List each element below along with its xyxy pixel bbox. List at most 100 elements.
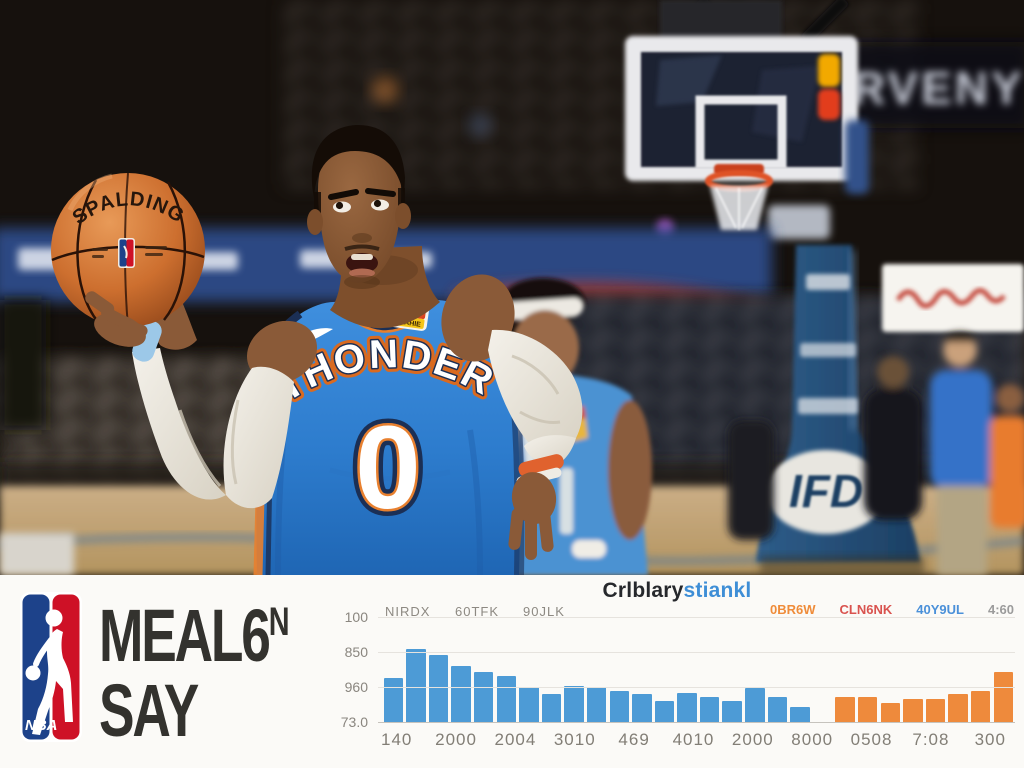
x-axis-label: 4010 <box>672 730 715 749</box>
basketball: SPALDING <box>51 172 205 328</box>
arena-banner-text: RVENY <box>852 62 1024 114</box>
bar-slot <box>879 617 902 722</box>
bar <box>473 671 494 722</box>
x-axis-label: 2004 <box>494 730 537 749</box>
bar-slot <box>382 617 405 722</box>
bar <box>790 707 810 722</box>
arena-wall-banner: RVENY <box>838 42 1024 128</box>
bar <box>632 693 652 722</box>
chart-plot <box>378 617 1015 723</box>
chart-title-dark: Crlblary <box>602 579 684 602</box>
bar-slot <box>924 617 947 722</box>
y-axis-label: 73.0 <box>340 714 368 730</box>
bar <box>880 703 901 722</box>
bar <box>654 701 675 722</box>
bar <box>496 675 516 722</box>
bar <box>451 666 471 722</box>
bar <box>383 677 403 722</box>
bar <box>609 690 629 722</box>
backboard <box>625 0 869 230</box>
chart-legend: 0BR6W CLN6NK 40Y9UL 4:60 <box>770 602 1014 617</box>
bar-slot <box>766 617 789 722</box>
bar-slot <box>405 617 428 722</box>
x-axis-label: 8000 <box>791 730 834 749</box>
y-axis-label: 960 <box>344 679 368 695</box>
bar <box>993 671 1014 722</box>
bar-slot <box>495 617 518 722</box>
nba-player-silhouette <box>25 609 73 735</box>
bystanders <box>728 332 1024 575</box>
y-axis-label: 100 <box>344 609 368 625</box>
bar <box>903 698 923 722</box>
bar <box>971 690 991 722</box>
patch-text: TEAHIE <box>395 318 422 329</box>
bar-slot <box>676 617 699 722</box>
bar-slot <box>608 617 631 722</box>
x-axis-label: 7:08 <box>912 730 950 749</box>
bar-slot <box>834 617 857 722</box>
bar-slot <box>540 617 563 722</box>
bar <box>699 696 720 722</box>
stanchion-logo-text: IFD <box>789 465 863 517</box>
bar-slot <box>721 617 744 722</box>
bar-slot <box>969 617 992 722</box>
x-axis-label: 3010 <box>553 730 596 749</box>
x-axis-label: 2000 <box>731 730 774 749</box>
bars <box>382 617 1015 722</box>
annotation-label: 90JLK <box>523 604 565 619</box>
bar-slot <box>744 617 767 722</box>
y-axis-labels: 100 850 960 73.0 <box>330 609 372 730</box>
nba-ball-logo-icon <box>118 238 135 268</box>
banner-title-sup: N <box>268 600 290 644</box>
bar <box>745 688 765 722</box>
player-right-hand <box>85 291 148 347</box>
legend-item: CLN6NK <box>839 602 893 617</box>
jersey-number: 0 <box>355 402 421 534</box>
bar <box>586 687 607 722</box>
x-axis-labels: 140 2000 2004 3010 469 4010 2000 8000 0508 7:08 30… <box>367 730 1020 750</box>
player-left-arm <box>441 274 583 560</box>
banner-title: MEAL6N SAY <box>99 585 363 748</box>
shot-clock-lights <box>818 54 840 120</box>
gridline <box>378 617 1015 618</box>
chart-annotations: NIRDX 60TFK 90JLK <box>378 604 1018 620</box>
svg-text:0: 0 <box>355 402 421 534</box>
bar-slot <box>563 617 586 722</box>
banner-title-line1: MEAL6N <box>99 594 290 677</box>
x-axis-label: 469 <box>618 730 650 749</box>
x-axis-label: 0508 <box>850 730 893 749</box>
arena-photo: RVENY <box>0 0 1024 575</box>
annotation-label: NIRDX <box>385 604 431 619</box>
gridline <box>378 652 1015 653</box>
bar-gap <box>811 617 834 722</box>
bar-slot <box>698 617 721 722</box>
x-axis-label: 2000 <box>435 730 477 749</box>
bar <box>564 686 584 722</box>
bar <box>835 696 855 722</box>
bar-slot <box>947 617 970 722</box>
chart-title: Crlblarystiankl <box>330 579 1024 603</box>
bar <box>428 654 449 722</box>
legend-item: 4:60 <box>987 602 1014 617</box>
bar-slot <box>631 617 654 722</box>
bar-slot <box>472 617 495 722</box>
y-axis-label: 850 <box>344 644 368 660</box>
bar-slot <box>450 617 473 722</box>
bar-slot <box>427 617 450 722</box>
gridline <box>378 687 1015 688</box>
stats-chart: Crlblarystiankl 0BR6W CLN6NK 40Y9UL 4:60 NI… <box>330 575 1024 768</box>
bar <box>722 701 742 722</box>
player-head <box>307 124 440 329</box>
chart-title-blue: stiankl <box>683 579 752 602</box>
nba-logo: NBA <box>20 592 82 742</box>
bar <box>541 693 562 722</box>
bar-slot <box>585 617 608 722</box>
bar <box>406 648 426 722</box>
main-player: TEAHIE THONDER THONDER 0 0 <box>51 124 583 575</box>
nba-logo-text: NBA <box>25 717 58 734</box>
bar <box>767 696 788 722</box>
legend-item: 0BR6W <box>770 602 816 617</box>
bar-slot <box>992 617 1015 722</box>
bar-slot <box>789 617 812 722</box>
